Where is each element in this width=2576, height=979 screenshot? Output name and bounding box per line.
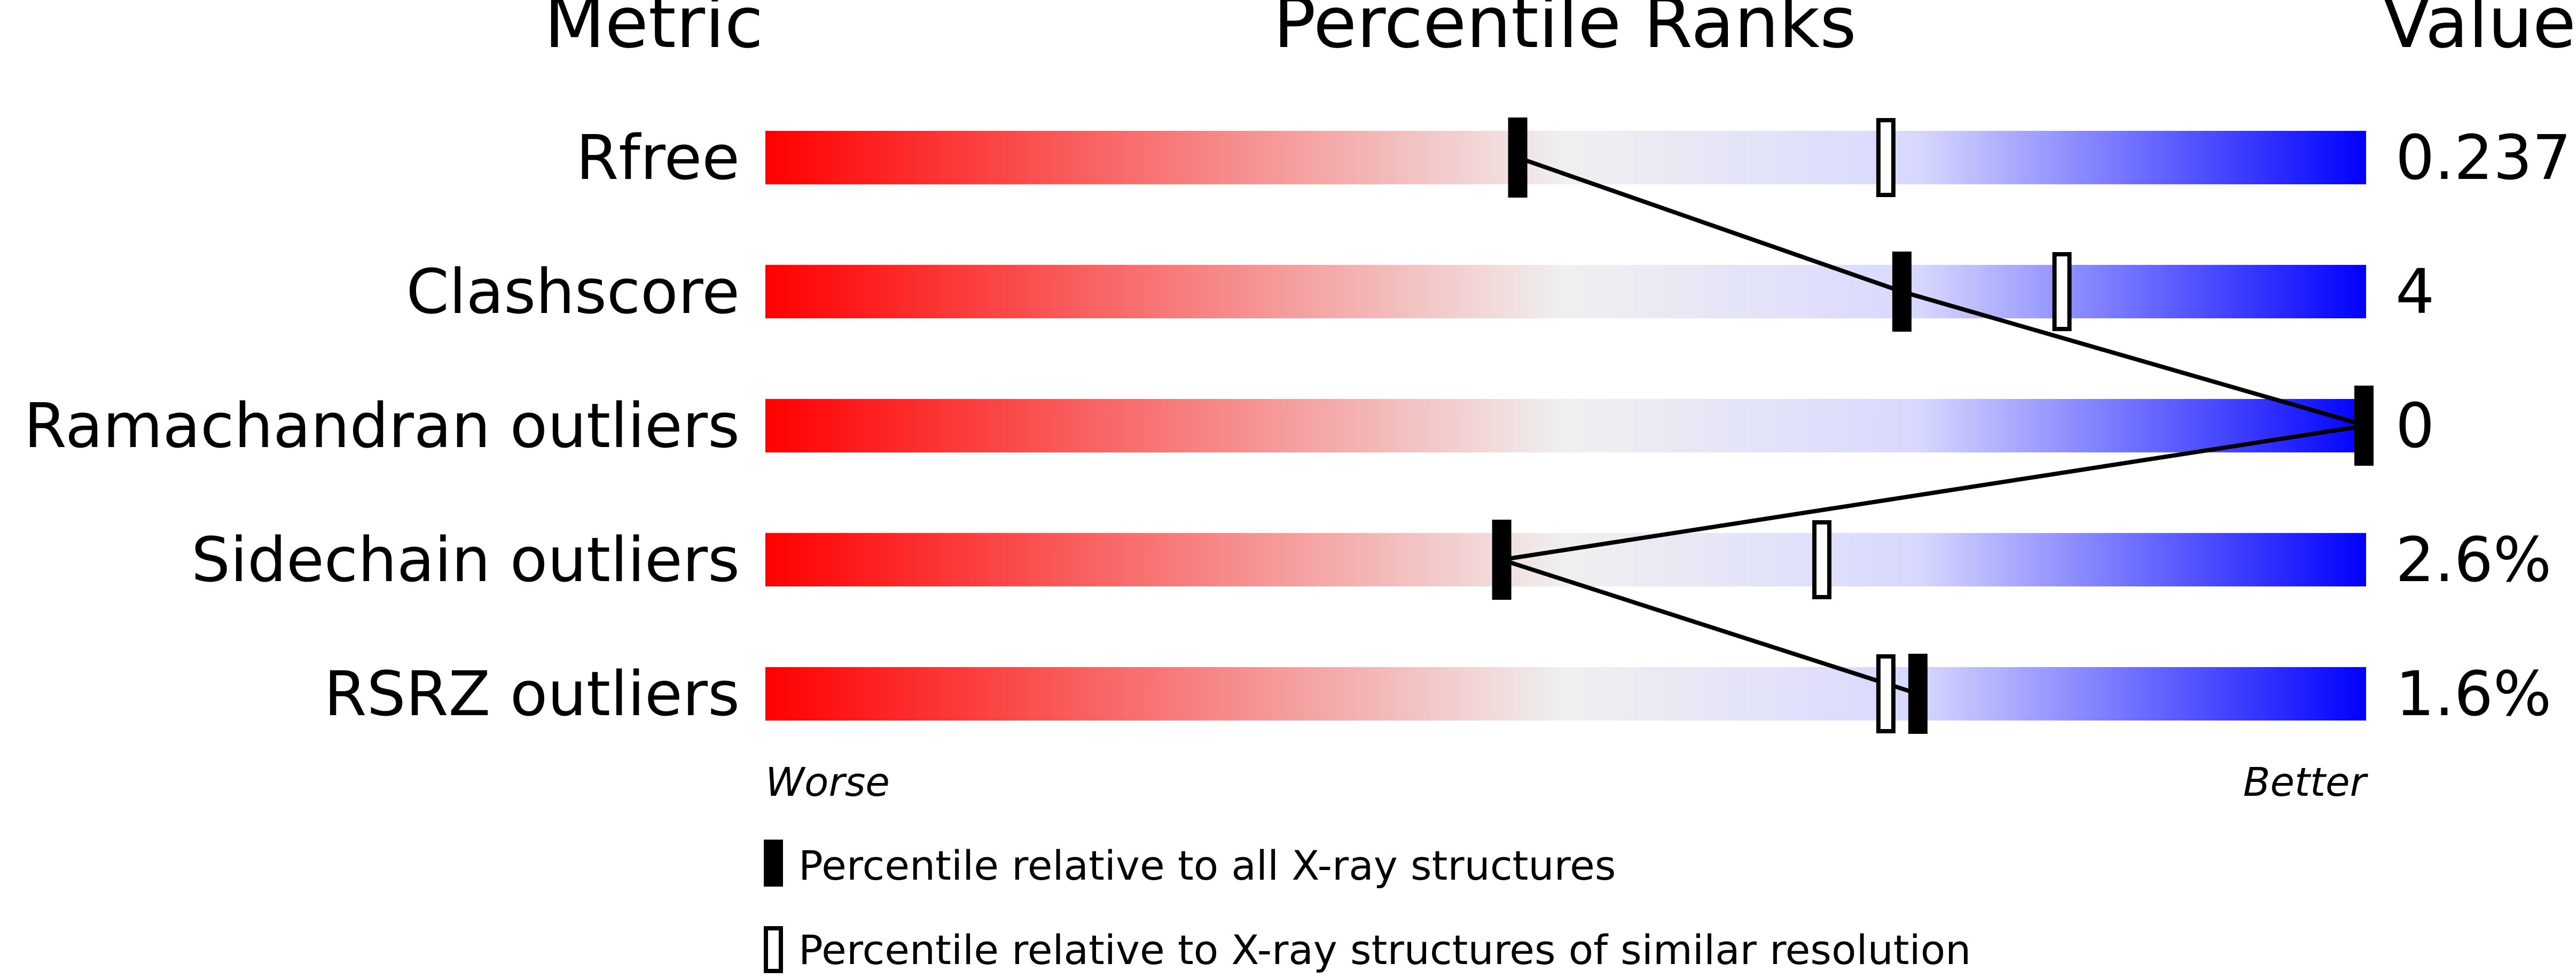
metric-value: 1.6% [2395, 659, 2551, 730]
all-structures-marker [1908, 654, 1928, 734]
percentile-bar [765, 533, 2366, 586]
percentile-bar [765, 265, 2366, 318]
all-structures-marker [2354, 386, 2374, 466]
legend-filled-marker [764, 840, 783, 887]
legend-filled-label: Percentile relative to all X-ray structu… [798, 842, 1616, 889]
all-structures-marker [1892, 252, 1912, 332]
similar-resolution-marker [1876, 118, 1896, 197]
header-percentile-ranks: Percentile Ranks [1273, 0, 1857, 64]
metric-value: 0.237 [2395, 122, 2571, 194]
metric-value: 4 [2395, 256, 2434, 328]
metric-value: 2.6% [2395, 524, 2551, 596]
metric-label: RSRZ outliers [324, 659, 740, 730]
percentile-bar [765, 399, 2366, 452]
better-label: Better [2243, 759, 2369, 805]
similar-resolution-marker [2052, 252, 2072, 331]
header-metric: Metric [544, 0, 763, 64]
similar-resolution-marker [1876, 654, 1896, 733]
metric-label: Ramachandran outliers [24, 390, 740, 462]
legend-hollow-label: Percentile relative to X-ray structures … [798, 926, 1971, 974]
header-value: Value [2383, 0, 2576, 64]
all-structures-marker [1492, 520, 1512, 600]
legend-hollow-marker [764, 926, 783, 973]
metric-value: 0 [2395, 390, 2434, 462]
all-structures-marker [1508, 118, 1528, 198]
metric-label: Rfree [576, 122, 740, 194]
percentile-bar [765, 667, 2366, 720]
similar-resolution-marker [1812, 520, 1832, 599]
metric-label: Clashscore [406, 256, 740, 328]
worse-label: Worse [765, 759, 890, 805]
metric-label: Sidechain outliers [191, 524, 740, 596]
